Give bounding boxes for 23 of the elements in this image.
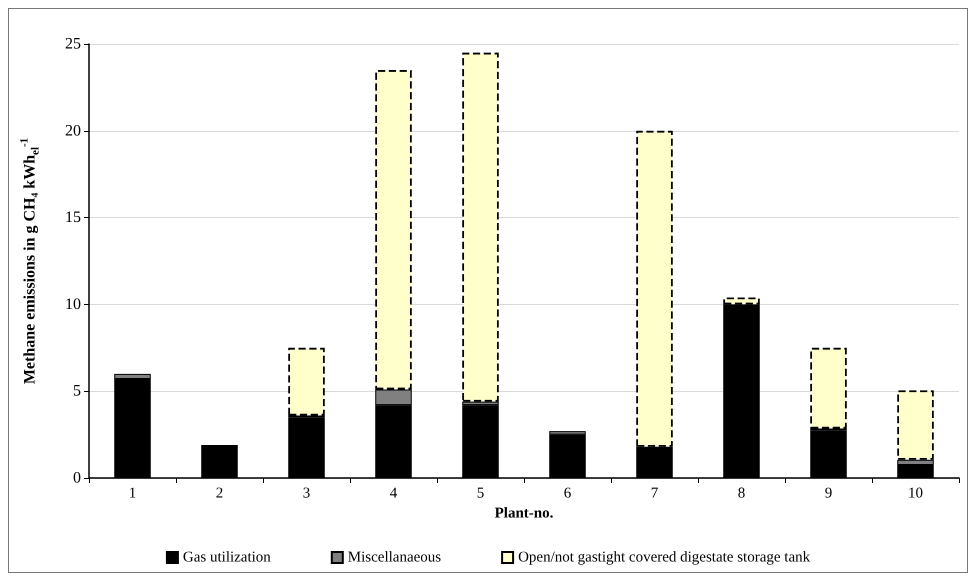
x-tick-label: 5 [476, 486, 484, 502]
x-tick-label: 8 [738, 486, 746, 502]
y-tick-label: 5 [73, 382, 81, 400]
x-axis-title: Plant-no. [494, 505, 554, 522]
x-tick-label: 1 [128, 486, 136, 502]
x-tick-label: 4 [390, 486, 398, 502]
y-axis-title: Methane emissions in g CH₄ kWhel-1 [18, 138, 42, 384]
legend-label: Gas utilization [182, 550, 272, 566]
legend-label: Miscellanaeous [348, 550, 442, 566]
y-tick-label: 0 [73, 470, 81, 486]
x-tick-label: 7 [650, 486, 659, 502]
y-tick-label: 15 [65, 209, 81, 226]
x-tick-label: 6 [564, 486, 572, 502]
x-tick-label: 10 [908, 486, 923, 502]
y-tick-label: 10 [65, 296, 81, 313]
x-tick-label: 3 [302, 486, 310, 502]
x-tick-label: 2 [216, 486, 224, 502]
y-tick-label: 25 [65, 36, 81, 52]
bar [462, 52, 499, 402]
legend-label: Open/not gastight covered digestate storage tank [518, 550, 811, 566]
y-tick-label: 20 [65, 122, 81, 140]
bar [810, 348, 847, 429]
x-tick-label: 9 [824, 486, 832, 502]
